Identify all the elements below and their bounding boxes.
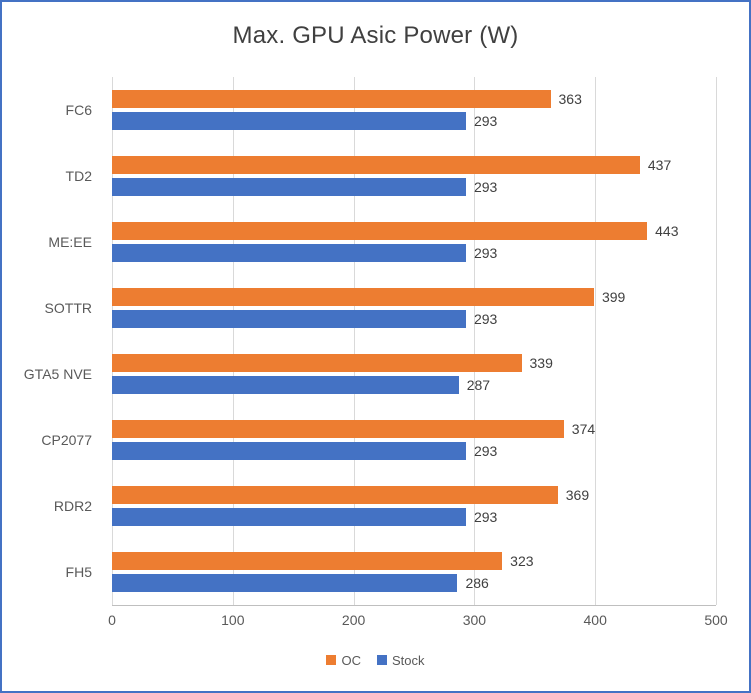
bar-stock bbox=[112, 310, 466, 328]
bar-row-stock: 293 bbox=[112, 508, 716, 526]
legend-swatch-oc bbox=[326, 655, 337, 665]
bar-group: 363 293 bbox=[112, 77, 716, 143]
bar-stock bbox=[112, 112, 466, 130]
bar-group: 437 293 bbox=[112, 143, 716, 209]
bar-row-stock: 293 bbox=[112, 442, 716, 460]
gridline bbox=[353, 77, 355, 605]
data-label: 443 bbox=[655, 223, 679, 239]
legend-label: OC bbox=[341, 652, 361, 668]
category-label: TD2 bbox=[65, 168, 92, 184]
category-label: CP2077 bbox=[41, 432, 92, 448]
bar-row-stock: 293 bbox=[112, 310, 716, 328]
bar-row-stock: 293 bbox=[112, 178, 716, 196]
legend-label: Stock bbox=[391, 652, 425, 668]
data-label: 399 bbox=[601, 289, 626, 305]
bar-stock bbox=[112, 244, 466, 262]
bar-stock bbox=[112, 508, 466, 526]
data-label: 437 bbox=[647, 157, 672, 173]
data-label: 286 bbox=[465, 575, 489, 591]
bar-row-oc: 363 bbox=[112, 90, 716, 108]
value-axis-tick-label: 0 bbox=[108, 612, 116, 628]
bar-oc bbox=[112, 420, 564, 438]
value-axis-tick-label: 500 bbox=[704, 612, 728, 628]
data-label: 374 bbox=[571, 421, 596, 437]
bar-oc bbox=[112, 552, 503, 570]
legend-item-oc: OC bbox=[326, 653, 361, 668]
category-label: FH5 bbox=[65, 564, 92, 580]
data-label: 287 bbox=[466, 377, 491, 393]
bar-group: 369 293 bbox=[112, 473, 716, 539]
data-label: 293 bbox=[473, 113, 498, 129]
bar-oc bbox=[112, 156, 640, 174]
value-axis-tick-label: 200 bbox=[341, 612, 366, 628]
value-axis-tick-label: 400 bbox=[583, 612, 607, 628]
bar-oc bbox=[112, 222, 648, 240]
bar-row-oc: 437 bbox=[112, 156, 716, 174]
category-label: FC6 bbox=[65, 102, 92, 118]
category-label: RDR2 bbox=[53, 498, 92, 514]
bar-oc bbox=[112, 288, 594, 306]
value-axis-tick-label: 100 bbox=[221, 612, 245, 628]
chart-title: Max. GPU Asic Power (W) bbox=[232, 22, 519, 49]
bar-row-oc: 339 bbox=[112, 354, 716, 372]
category-label: ME:EE bbox=[48, 234, 92, 250]
bar-stock bbox=[112, 178, 466, 196]
gridline bbox=[716, 77, 717, 605]
value-axis-tick-label: 300 bbox=[462, 612, 487, 628]
bar-row-oc: 369 bbox=[112, 486, 716, 504]
bar-row-oc: 374 bbox=[112, 420, 716, 438]
bar-group: 443 293 bbox=[112, 209, 716, 275]
data-label: 339 bbox=[529, 355, 553, 371]
category-axis: FC6 TD2 ME:EE SOTTR GTA5 NVE CP2077 RDR2 FH5 bbox=[2, 77, 102, 605]
legend-swatch-stock bbox=[376, 655, 387, 665]
bar-row-stock: 286 bbox=[112, 574, 716, 592]
category-label: GTA5 NVE bbox=[23, 366, 92, 382]
bar-row-stock: 293 bbox=[112, 112, 716, 130]
data-label: 293 bbox=[473, 179, 498, 195]
bar-oc bbox=[112, 354, 522, 372]
data-label: 293 bbox=[473, 509, 498, 525]
gridline bbox=[232, 77, 234, 605]
gridline bbox=[595, 77, 597, 605]
bar-stock bbox=[112, 376, 459, 394]
bar-group: 374 293 bbox=[112, 407, 716, 473]
category-label: SOTTR bbox=[44, 300, 92, 316]
bar-row-oc: 323 bbox=[112, 552, 716, 570]
gridline bbox=[474, 77, 476, 605]
bar-row-oc: 399 bbox=[112, 288, 716, 306]
gridline bbox=[112, 77, 113, 605]
bar-stock bbox=[112, 574, 458, 592]
bar-row-stock: 293 bbox=[112, 244, 716, 262]
data-label: 323 bbox=[510, 553, 534, 569]
bar-oc bbox=[112, 486, 558, 504]
data-label: 369 bbox=[565, 487, 590, 503]
bar-group: 339 287 bbox=[112, 341, 716, 407]
legend-item-stock: Stock bbox=[376, 652, 425, 668]
bar-row-oc: 443 bbox=[112, 222, 716, 240]
bar-row-stock: 287 bbox=[112, 376, 716, 394]
data-label: 363 bbox=[558, 91, 582, 107]
plot-area: 363 293 437 293 443 293 399 293 339 287 374 293 369 2… bbox=[112, 77, 717, 606]
data-label: 293 bbox=[473, 245, 498, 261]
value-axis: 0 100 200 300 400 500 bbox=[108, 612, 728, 630]
data-label: 293 bbox=[473, 443, 498, 459]
bar-group: 323 286 bbox=[112, 539, 716, 605]
data-label: 293 bbox=[473, 311, 498, 327]
bar-oc bbox=[112, 90, 551, 108]
bar-group: 399 293 bbox=[112, 275, 716, 341]
legend: OC Stock bbox=[2, 650, 749, 670]
bar-stock bbox=[112, 442, 466, 460]
